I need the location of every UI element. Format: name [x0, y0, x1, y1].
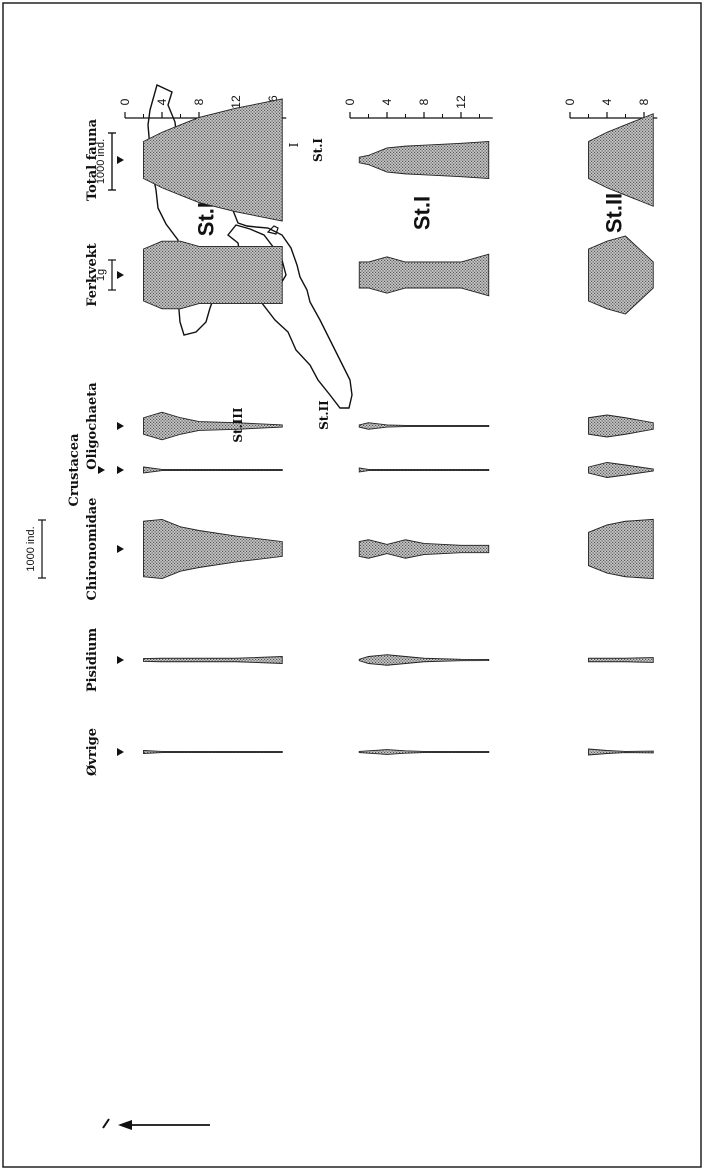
kite-ovrige-sti: [358, 749, 490, 755]
column-label-oligochaeta: Oligochaeta: [85, 382, 100, 470]
scale-top-label: 1000 ind.: [25, 526, 37, 571]
station-label: St.I: [409, 196, 434, 230]
kite-pisidium-stiii: [143, 656, 283, 664]
column-label-pisidium: Pisidium: [85, 628, 100, 692]
depth-tick-label: 0: [343, 98, 357, 105]
column-label-total_fauna: Total fauna: [85, 118, 100, 201]
column-marker-total_fauna: [117, 156, 124, 164]
map-transect-mark: I: [287, 142, 301, 147]
map-station-label: St.I: [311, 138, 325, 162]
depth-tick-label: 4: [600, 98, 614, 105]
kite-ferkvekt-stii: [588, 235, 654, 315]
column-marker-pisidium: [117, 656, 124, 664]
depth-tick-label: 4: [380, 98, 394, 105]
depth-tick-label: 0: [118, 98, 132, 105]
kite-total_fauna-stii: [588, 113, 654, 207]
column-label-crustacea: Crustacea: [67, 433, 82, 507]
crustacea-arrow: [98, 466, 105, 474]
column-label-ferkvekt: Ferkvekt: [85, 243, 100, 306]
kite-ferkvekt-sti: [358, 253, 490, 297]
kite-oligochaeta-stiii: [143, 411, 283, 441]
depth-tick-label: 4: [155, 98, 169, 105]
column-marker-crustacea: [117, 466, 124, 474]
kite-ovrige-stii: [588, 748, 654, 756]
kite-pisidium-stii: [588, 657, 654, 663]
column-marker-ferkvekt: [117, 271, 124, 279]
kite-ovrige-stiii: [143, 750, 283, 754]
kite-oligochaeta-sti: [358, 422, 490, 430]
depth-tick-label: 0: [563, 98, 577, 105]
depth-tick-label: 8: [417, 98, 431, 105]
lake-island: [266, 225, 279, 235]
kite-chironomidae-sti: [358, 539, 490, 559]
column-marker-ovrige: [117, 748, 124, 756]
kite-chironomidae-stiii: [143, 518, 283, 580]
kite-chironomidae-stii: [588, 518, 654, 580]
column-label-chironomidae: Chironomidae: [85, 498, 100, 601]
kite-crustacea-stii: [588, 462, 654, 478]
scale-total-label: 1000 ind.: [95, 139, 107, 184]
scale-weight-label: 1g: [95, 269, 107, 281]
map-station-label: St.II: [317, 400, 331, 430]
station-label: St.II: [602, 193, 627, 233]
kite-total_fauna-stiii: [143, 98, 283, 222]
depth-tick-label: 8: [192, 98, 206, 105]
north-arrow-icon: [102, 1118, 210, 1130]
column-label-ovrige: Øvrige: [85, 728, 100, 776]
depth-tick-label: 12: [454, 95, 468, 109]
column-marker-oligochaeta: [117, 422, 124, 430]
kite-pisidium-sti: [358, 654, 490, 666]
kite-crustacea-sti: [358, 467, 490, 473]
kite-oligochaeta-stii: [588, 414, 654, 438]
kite-total_fauna-sti: [358, 141, 490, 179]
kite-ferkvekt-stiii: [143, 240, 283, 310]
map-station-label: St.III: [231, 407, 245, 443]
kite-crustacea-stiii: [143, 466, 283, 474]
column-marker-chironomidae: [117, 545, 124, 553]
depth-tick-label: 8: [637, 98, 651, 105]
depth-tick-label: 12: [229, 95, 243, 109]
